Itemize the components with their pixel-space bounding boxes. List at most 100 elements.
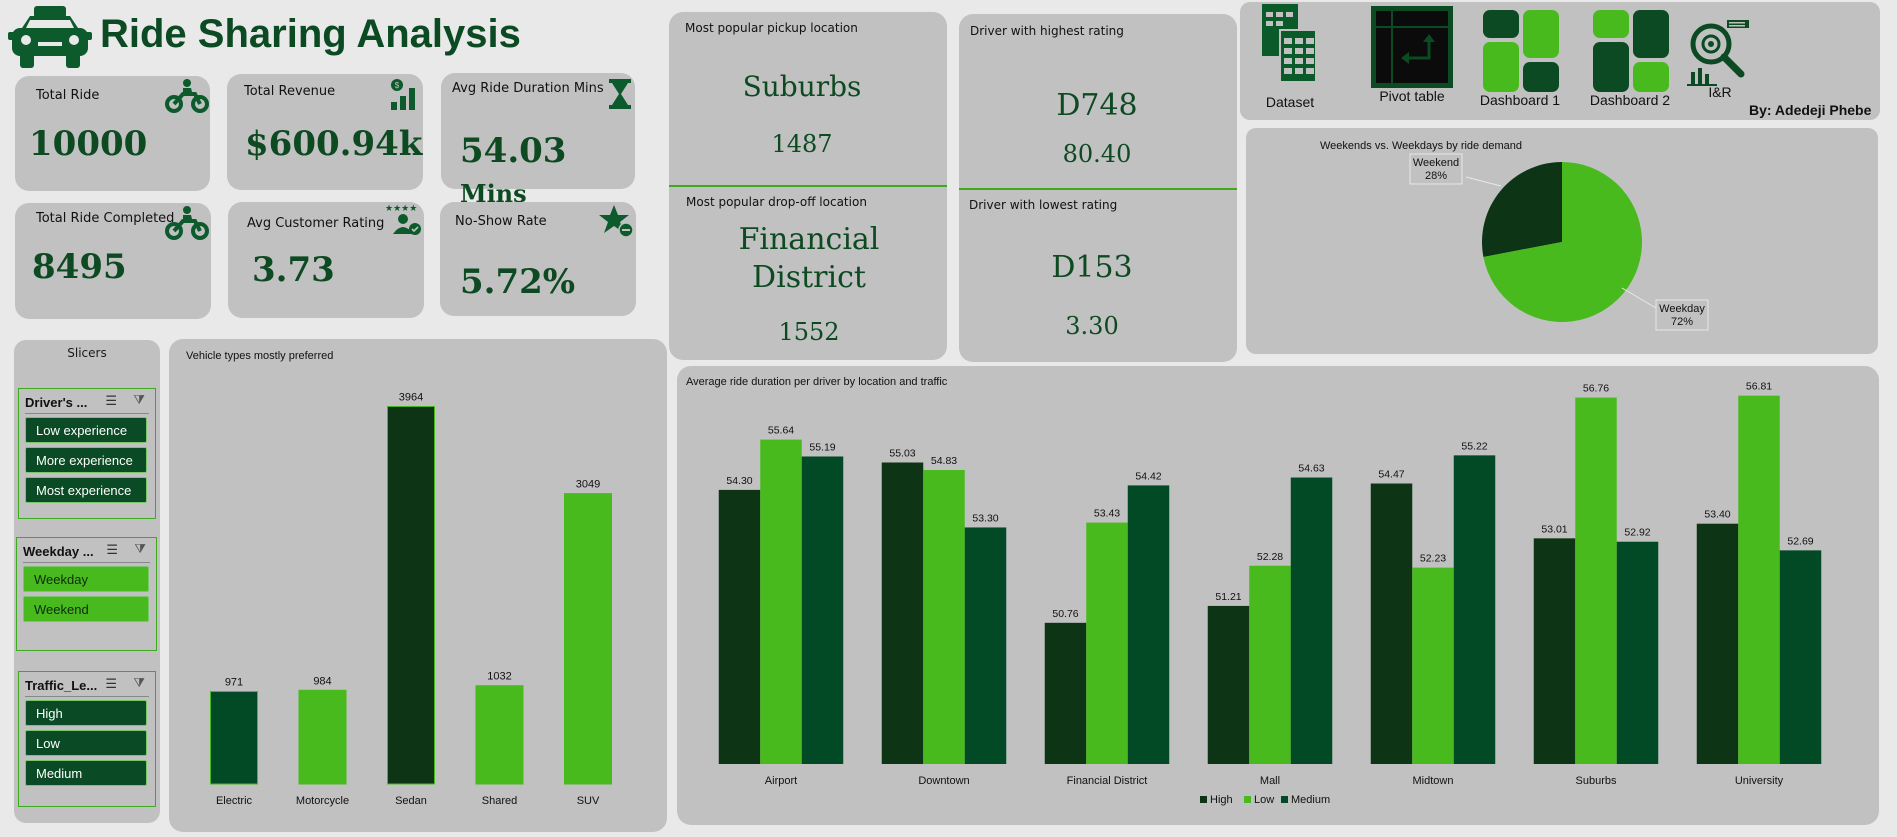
leader-line [1465,176,1502,187]
author-credit: By: Adedeji Phebe [1749,102,1872,118]
nav-label: Dashboard 1 [1479,92,1561,108]
slice-category-label: Weekday [1659,303,1705,315]
bar-value-label: 54.30 [726,475,752,487]
kpi-value: 8495 [32,247,127,287]
revenue-chart-icon: $ [391,79,415,110]
x-tick-label: Suburbs [1576,775,1617,787]
dropoff-location-line1: Financial [738,222,880,257]
bar [964,527,1007,764]
clear-filter-icon[interactable]: ⧩ [134,542,146,557]
clear-filter-icon[interactable]: ⧩ [133,676,145,691]
bar-value-label: 52.69 [1787,535,1813,547]
bar [1086,522,1128,764]
legend-label: High [1210,794,1233,806]
highest-label: Driver with highest rating [970,24,1124,38]
nav-dataset[interactable]: Dataset [1250,2,1330,114]
slicer-button[interactable]: More experience [25,447,147,473]
kpi-label: Total Ride [36,88,100,103]
location-card: Most popular pickup location Suburbs 148… [669,12,947,360]
multi-select-icon[interactable]: ☰ [106,543,118,558]
pie-chart-card: Weekends vs. Weekdays by ride demand Week… [1246,128,1878,354]
bar-value-label: 984 [313,675,331,687]
bar-value-label: 51.21 [1215,591,1241,603]
vehicle-chart-card: Vehicle types mostly preferred 971 Electri… [169,339,667,832]
kpi-label: Avg Customer Rating [247,216,385,231]
slicer-button[interactable]: High [25,700,147,726]
clear-filter-icon[interactable]: ⧩ [133,393,145,408]
svg-text:$: $ [395,81,400,90]
nav-dashboard-2[interactable]: Dashboard 2 [1575,2,1685,114]
bar-value-label: 1032 [487,671,511,683]
slicer-header: Traffic_Le... [25,678,98,693]
nav-insights[interactable]: I&R [1680,2,1760,114]
lowest-driver-id: D153 [1051,250,1133,285]
x-tick-label: Midtown [1413,775,1454,787]
slicer-button[interactable]: Most experience [25,477,147,503]
x-tick-label: University [1735,775,1784,787]
bar [1738,395,1780,764]
bar [801,456,844,764]
nav-label: Dashboard 2 [1589,92,1671,108]
star-remove-icon [599,205,634,238]
slicer-button[interactable]: Weekday [23,566,149,592]
nav-label: Dataset [1265,94,1315,110]
slicer-button[interactable]: Weekend [23,596,149,622]
multi-select-icon[interactable]: ☰ [105,677,117,692]
bar [1453,455,1496,764]
bar-value-label: 53.40 [1704,509,1730,521]
legend-label: Medium [1291,794,1330,806]
slicer-button[interactable]: Low experience [25,417,147,443]
kpi-label: Avg Ride Duration Mins [452,81,604,96]
bar [210,691,258,785]
bar-value-label: 55.22 [1461,440,1487,452]
bar [1249,565,1291,764]
bar-value-label: 54.83 [931,455,957,467]
slice-value-label: 72% [1671,316,1693,328]
slicer-divider [25,413,149,414]
bar-value-label: 54.42 [1135,470,1161,482]
bar [1044,622,1087,764]
bar [1575,397,1617,764]
bar-value-label: 56.76 [1583,383,1609,395]
lowest-label: Driver with lowest rating [969,198,1118,212]
nav-label: Pivot table [1379,88,1445,104]
nav-pivot-table[interactable]: Pivot table [1362,2,1462,114]
kpi-avg-rating: Avg Customer Rating 3.73 ★★★★ [228,202,424,318]
navigation-bar: Dataset Pivot table Dashboard 1 Das [1240,2,1880,120]
legend-label: Low [1254,794,1274,806]
kpi-no-show: No-Show Rate 5.72% [440,202,636,316]
vehicle-bar-chart: Vehicle types mostly preferred 971 Electri… [186,350,612,807]
data-label-box [1409,153,1463,185]
divider [959,188,1237,190]
chart-title: Average ride duration per driver by loca… [686,376,948,388]
bar [760,439,802,764]
svg-text:★★★★: ★★★★ [385,203,417,213]
x-tick-label: Shared [482,795,517,807]
motorcycle-icon [165,206,209,240]
bar [1616,541,1659,764]
bar [923,470,965,764]
slicer-button[interactable]: Medium [25,760,147,786]
slicer-header: Driver's ... [25,395,88,410]
bar-value-label: 53.43 [1094,508,1120,520]
nav-dashboard-1[interactable]: Dashboard 1 [1465,2,1575,114]
bar-value-label: 53.01 [1541,523,1567,535]
legend-swatch [1200,796,1207,803]
slicer-divider [25,696,149,697]
lowest-rating: 3.30 [1065,312,1119,340]
bar [881,462,924,764]
bar [298,689,347,785]
multi-select-icon[interactable]: ☰ [105,394,117,409]
kpi-total-revenue: Total Revenue $600.94k $ [227,74,423,190]
insights-icon [1687,20,1749,86]
bar [1290,477,1333,764]
slicer-button[interactable]: Low [25,730,147,756]
x-tick-label: Motorcycle [296,795,349,807]
chart-title: Weekends vs. Weekdays by ride demand [1320,140,1522,152]
kpi-total-ride: Total Ride 10000 [15,76,210,191]
x-tick-label: Electric [216,795,253,807]
bar [475,685,524,785]
bar-value-label: 53.30 [972,512,998,524]
x-tick-label: Mall [1260,775,1280,787]
slicer-divider [23,562,150,563]
